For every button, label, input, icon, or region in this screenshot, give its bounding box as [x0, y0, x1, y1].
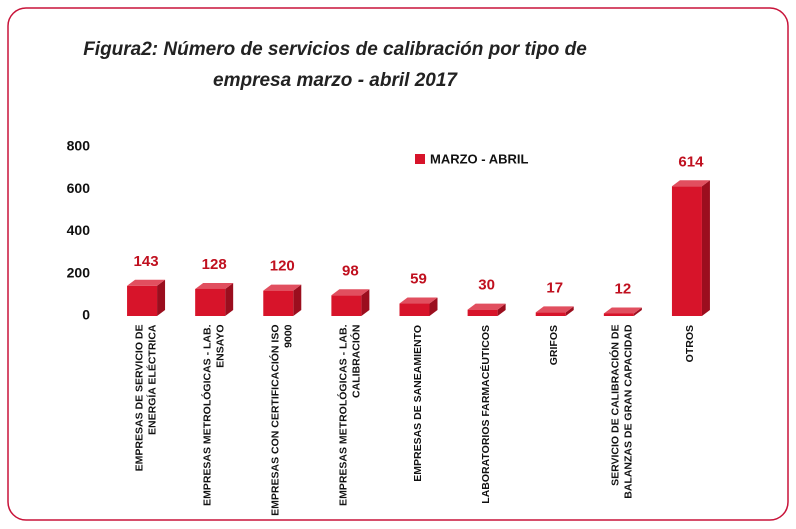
bar-front [535, 312, 566, 316]
bar-side [157, 279, 166, 316]
x-tick-label: GRIFOS [548, 324, 561, 365]
bar [535, 306, 574, 316]
value-label: 614 [678, 153, 704, 170]
value-label: 59 [410, 271, 427, 288]
value-label: 98 [342, 262, 359, 279]
bar [467, 303, 506, 316]
bar [263, 284, 302, 316]
bar-front [399, 303, 430, 316]
value-label: 143 [134, 253, 159, 270]
bar-side [429, 297, 438, 316]
value-label: 120 [270, 258, 295, 275]
bar-top [331, 289, 370, 296]
bar-front [127, 285, 158, 316]
value-label: 17 [546, 279, 563, 296]
bar [671, 180, 710, 316]
frame [7, 7, 789, 521]
y-tick-label: 400 [67, 222, 91, 238]
bar-front [467, 309, 498, 316]
legend-label: MARZO - ABRIL [430, 151, 529, 166]
bar-top [603, 307, 642, 314]
x-tick-label: EMPRESAS CON CERTIFICACIÓN ISO 9000 [269, 324, 295, 516]
bar [127, 279, 166, 316]
bar-side [361, 289, 370, 316]
bar-front [195, 288, 226, 316]
bar [603, 307, 642, 316]
x-tick-label: EMPRESAS METROLÓGICAS - LAB. CALIBRACIÓN [337, 324, 363, 506]
bar-top [467, 303, 506, 310]
value-label: 12 [614, 280, 631, 297]
chart-title: Figura2: Número de servicios de calibrac… [83, 39, 587, 91]
bar-side [633, 307, 642, 316]
x-tick-label: LABORATORIOS FARMACÉUTICOS [480, 324, 493, 504]
bar-side [497, 303, 506, 316]
value-label: 128 [202, 256, 227, 273]
bar-side [225, 282, 234, 316]
bar-top [671, 180, 710, 187]
x-tick-label: EMPRESAS METROLÓGICAS - LAB. ENSAYO [201, 324, 227, 506]
bar [195, 282, 234, 316]
y-tick-label: 600 [67, 180, 91, 196]
y-tick-label: 200 [67, 264, 91, 280]
bar-side [701, 180, 710, 316]
bar-side [565, 306, 574, 316]
legend-swatch [415, 154, 425, 164]
bar [399, 297, 438, 316]
bar-side [293, 284, 302, 316]
y-tick-label: 800 [67, 138, 91, 154]
x-tick-label: SERVICIO DE CALIBRACIÓN DE BALANZAS DE G… [609, 324, 635, 499]
x-tick-label: EMPRESAS DE SERVICIO DE ENERGÍA ELÉCTRIC… [133, 324, 159, 472]
bar-top [195, 282, 234, 289]
y-tick-label: 0 [82, 307, 90, 323]
bar-front [263, 290, 294, 316]
x-tick-label: OTROS [684, 324, 697, 362]
bar-top [263, 284, 302, 291]
bar-top [535, 306, 574, 313]
bar-front [603, 313, 634, 316]
value-label: 30 [478, 277, 495, 294]
bar-front [331, 295, 362, 316]
bar-front [671, 186, 702, 316]
bar-top [127, 279, 166, 286]
bar-top [399, 297, 438, 304]
bar [331, 289, 370, 316]
x-tick-label: EMPRESAS DE SANEAMIENTO [412, 324, 424, 482]
